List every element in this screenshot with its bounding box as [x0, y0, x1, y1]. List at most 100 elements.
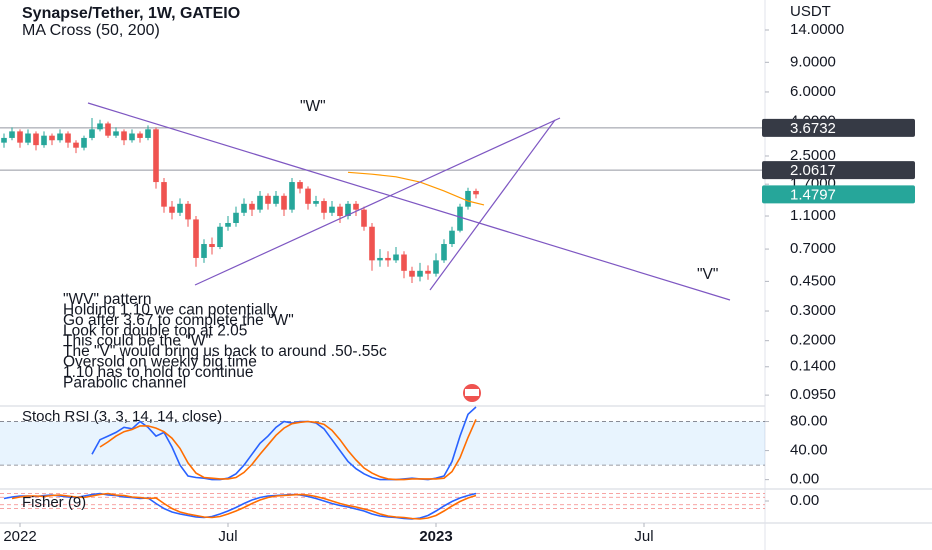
candle-body	[33, 133, 39, 146]
y-tick-label: 9.0000	[790, 53, 836, 70]
annotation: Look for double top at 2.05	[63, 322, 247, 339]
y-tick-label: 0.0950	[790, 386, 836, 403]
y-tick-label: 0.3000	[790, 302, 836, 319]
price-label-box	[762, 185, 915, 204]
trend-line	[194, 117, 561, 286]
candle-body	[337, 206, 343, 217]
candle-body	[89, 129, 95, 138]
chart-title: Synapse/Tether, 1W, GATEIO	[22, 5, 240, 22]
flag-icon	[465, 389, 479, 396]
candle-body	[417, 270, 423, 277]
candle-body	[465, 190, 471, 207]
candle-body	[41, 135, 47, 146]
pattern-label: "V"	[697, 266, 718, 283]
candle-body	[137, 133, 143, 138]
candle-body	[129, 133, 135, 141]
price-label-box	[762, 118, 915, 137]
candle-body	[169, 206, 175, 213]
candle-body	[25, 133, 31, 143]
candle-body	[329, 206, 335, 213]
x-tick-label: Jul	[634, 528, 653, 545]
candle-body	[289, 182, 295, 210]
y-tick-label: 0.7000	[790, 240, 836, 257]
candle-body	[393, 254, 399, 261]
candle-body	[425, 270, 431, 274]
y-tick-label: 0.4500	[790, 272, 836, 289]
y-tick-label: 0.2000	[790, 332, 836, 349]
candle-body	[9, 131, 15, 138]
candle-body	[457, 206, 463, 231]
candle-body	[281, 195, 287, 210]
pane-title: Stoch RSI (3, 3, 14, 14, close)	[22, 408, 222, 425]
y-tick-label: 14.0000	[790, 21, 844, 38]
annotation: The "V" would bring us back to around .5…	[63, 343, 387, 360]
candle-body	[265, 195, 271, 204]
candle-body	[257, 195, 263, 210]
candle-body	[105, 123, 111, 136]
chart-subtitle: MA Cross (50, 200)	[22, 22, 160, 39]
candle-body	[369, 226, 375, 261]
price-label-box	[762, 161, 915, 180]
candle-body	[353, 203, 359, 210]
candle-body	[121, 131, 127, 141]
candle-body	[401, 254, 407, 271]
candle-body	[49, 135, 55, 141]
candle-body	[233, 212, 239, 223]
candle-body	[449, 230, 455, 245]
pane-title: Fisher (9)	[22, 494, 86, 511]
candle-body	[57, 133, 63, 141]
candle-body	[377, 257, 383, 261]
candle-body	[73, 142, 79, 148]
candle-body	[473, 190, 479, 195]
candle-body	[17, 131, 23, 143]
y-tick-label: 2.5000	[790, 147, 836, 164]
y-tick-label: 80.00	[790, 413, 828, 430]
candle-body	[201, 244, 207, 258]
y-tick-label: 0.00	[790, 471, 819, 488]
candle-body	[113, 131, 119, 136]
candle-body	[185, 203, 191, 220]
price-label: 1.4797	[790, 186, 836, 203]
annotation: Go after 3.67 to complete the "W"	[63, 312, 294, 329]
candle-body	[297, 182, 303, 189]
annotation: "WV" pattern	[63, 291, 152, 308]
candle-body	[321, 201, 327, 213]
indicator-line	[11, 492, 477, 520]
axis-unit: USDT	[790, 3, 831, 20]
annotation: Oversold on weekly big time	[63, 353, 257, 370]
candle-body	[241, 203, 247, 213]
candle-body	[305, 188, 311, 204]
candle-body	[225, 222, 231, 227]
trend-line	[429, 119, 556, 291]
candle-body	[313, 201, 319, 204]
price-label: 2.0617	[790, 162, 836, 179]
candle-body	[161, 182, 167, 207]
candle-body	[345, 203, 351, 217]
candle-body	[433, 260, 439, 274]
pattern-label: "W"	[300, 98, 326, 115]
candle-body	[97, 123, 103, 130]
candle-body	[145, 129, 151, 138]
y-tick-label: 40.00	[790, 442, 828, 459]
x-tick-label: 2023	[419, 528, 452, 545]
indicator-line	[99, 419, 477, 481]
candle-body	[217, 226, 223, 248]
annotation: Holding 1.10 we can potentially	[63, 301, 278, 318]
candle-body	[249, 203, 255, 210]
candle-body	[193, 219, 199, 258]
candle-body	[441, 244, 447, 261]
candle-body	[81, 137, 87, 148]
plot	[0, 118, 765, 520]
candle-body	[1, 137, 7, 143]
candle-body	[153, 129, 159, 183]
trend-line	[87, 102, 731, 301]
candle-body	[273, 195, 279, 204]
annotation: 1.10 has to hold to continue	[63, 364, 253, 381]
annotation: This could be the "W"	[63, 333, 211, 350]
price-label: 3.6732	[790, 120, 836, 137]
band	[0, 421, 765, 466]
y-tick-label: 0.1400	[790, 358, 836, 375]
y-tick-label: 1.1000	[790, 207, 836, 224]
y-tick-label: 6.0000	[790, 83, 836, 100]
